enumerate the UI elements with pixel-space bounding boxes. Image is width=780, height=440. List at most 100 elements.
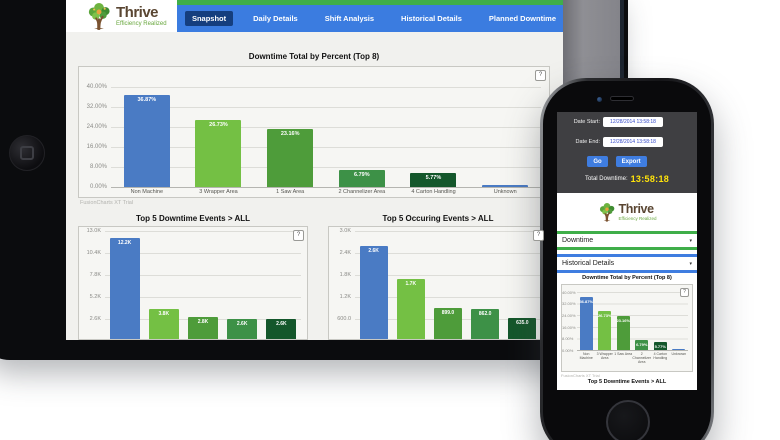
bar-4-carton-handling: 5.77% bbox=[653, 341, 667, 350]
bar-value-label: 2.6K bbox=[236, 321, 248, 327]
phone-home-button[interactable] bbox=[606, 400, 650, 440]
chart-panel-top5-occuring: ? 2.6K 1.7K 899.0 862.0 635.0 3.0K 2.4K 1.8K 1.2… bbox=[328, 226, 548, 340]
tablet-screen: Thrive Efficiency Realized Snapshot Daily… bbox=[66, 0, 563, 340]
x-axis-label: 2 Channelizer Area bbox=[632, 352, 652, 365]
total-downtime-value: 13:58:18 bbox=[630, 174, 670, 184]
tab-snapshot[interactable]: Snapshot bbox=[184, 11, 234, 26]
date-end-row: Date End: 12/28/2014 13:58:18 bbox=[557, 137, 697, 147]
bar-non-machine: 36.87% bbox=[579, 296, 593, 350]
bar-value-label: 36.87% bbox=[137, 96, 157, 103]
fusioncharts-watermark: FusionCharts XT Trial bbox=[80, 200, 134, 206]
bar-value-label: 23.16% bbox=[616, 318, 631, 324]
bar-event-3: 2.8K bbox=[187, 317, 218, 339]
report-type-select-value: Historical Details bbox=[562, 260, 615, 267]
y-axis-tick: 5.2K bbox=[89, 294, 101, 300]
x-axis-label: 3 Wrapper Area bbox=[596, 352, 613, 361]
bar-value-label: 2.6K bbox=[276, 321, 287, 327]
bar-unknown bbox=[672, 348, 686, 350]
chart-help-button[interactable]: ? bbox=[535, 70, 546, 81]
tab-planned-downtime[interactable]: Planned Downtime bbox=[488, 14, 556, 23]
tablet-device: Thrive Efficiency Realized Snapshot Daily… bbox=[0, 0, 628, 360]
bar-1-saw-area: 23.16% bbox=[616, 316, 630, 350]
green-accent-bar bbox=[557, 247, 697, 250]
phone-face: Date Start: 12/28/2014 13:58:18 Date End… bbox=[543, 81, 711, 440]
brand-name: Thrive bbox=[618, 202, 655, 217]
bar-event-4: 2.6K bbox=[227, 319, 258, 339]
tab-daily-details[interactable]: Daily Details bbox=[253, 14, 298, 23]
brand-name: Thrive bbox=[116, 4, 159, 21]
phone-filter-selects: Downtime ▾ Historical Details ▾ bbox=[557, 231, 697, 273]
x-axis-label: Unknown bbox=[493, 189, 517, 195]
bar-value-label: 23.16% bbox=[280, 131, 300, 138]
bar-value-label: 2.8K bbox=[197, 319, 209, 326]
downtime-select[interactable]: Downtime ▾ bbox=[557, 234, 697, 247]
chevron-down-icon: ▾ bbox=[689, 260, 692, 267]
y-axis-tick: 0.00% bbox=[89, 183, 107, 190]
y-axis-tick: 40.00% bbox=[86, 83, 107, 90]
chart-plot-area: 36.87% 26.73% 23.16% 6.79% 5.77% bbox=[577, 292, 688, 351]
chart-title-top5-downtime: Top 5 Downtime Events > ALL bbox=[587, 379, 667, 385]
report-type-select[interactable]: Historical Details ▾ bbox=[557, 257, 697, 270]
y-axis-tick: 13.0K bbox=[86, 228, 101, 234]
phone-screen: Date Start: 12/28/2014 13:58:18 Date End… bbox=[557, 112, 697, 390]
export-button[interactable]: Export bbox=[615, 156, 647, 167]
y-axis-tick: 32.00% bbox=[86, 103, 107, 110]
y-axis-tick: 16.00% bbox=[86, 143, 107, 150]
date-start-label: Date Start: bbox=[573, 119, 600, 125]
chart-help-button[interactable]: ? bbox=[533, 230, 544, 241]
y-axis-tick: 7.8K bbox=[89, 272, 101, 278]
chart-help-button[interactable]: ? bbox=[293, 230, 304, 241]
bar-value-label: 5.77% bbox=[425, 174, 442, 181]
tab-historical-details[interactable]: Historical Details bbox=[401, 14, 462, 23]
chart-help-button[interactable]: ? bbox=[680, 288, 689, 297]
y-axis-tick: 10.4K bbox=[86, 250, 101, 256]
bar-value-label: 635.0 bbox=[516, 319, 529, 326]
phone-query-form: Date Start: 12/28/2014 13:58:18 Date End… bbox=[557, 112, 697, 193]
brand-tagline: Efficiency Realized bbox=[618, 215, 657, 221]
chart-title-top5-downtime: Top 5 Downtime Events > ALL bbox=[135, 214, 250, 223]
bar-1-saw-area: 23.16% bbox=[267, 129, 314, 187]
y-axis-tick: 1.2K bbox=[339, 294, 351, 300]
y-axis-tick: 40.00% bbox=[562, 289, 576, 295]
y-axis-tick: 2.4K bbox=[339, 250, 351, 256]
bar-event-1: 12.2K bbox=[109, 237, 140, 339]
date-start-row: Date Start: 12/28/2014 13:58:18 bbox=[557, 117, 697, 127]
chart-plot-area: 2.6K 1.7K 899.0 862.0 635.0 bbox=[355, 231, 541, 339]
x-axis-labels: Non Machine 3 Wrapper Area 1 Saw Area 2 Cha… bbox=[111, 189, 541, 195]
x-axis-label: 1 Saw Area bbox=[276, 189, 305, 195]
y-axis-tick: 24.00% bbox=[562, 313, 576, 318]
downtime-select-value: Downtime bbox=[562, 237, 594, 244]
y-axis-tick: 8.00% bbox=[562, 336, 574, 342]
chart-title-downtime-percent: Downtime Total by Percent (Top 8) bbox=[248, 52, 380, 61]
total-downtime-row: Total Downtime: 13:58:18 bbox=[557, 174, 697, 184]
bar-value-label: 862.0 bbox=[478, 311, 492, 318]
go-button[interactable]: Go bbox=[587, 156, 608, 167]
bar-event-4: 862.0 bbox=[471, 309, 500, 339]
tab-shift-analysis[interactable]: Shift Analysis bbox=[324, 14, 375, 23]
home-square-icon bbox=[20, 146, 34, 160]
bar-2-channelizer-area: 6.79% bbox=[338, 170, 385, 187]
x-axis-labels: Non Machine 3 Wrapper Area 1 Saw Area 2 Cha… bbox=[577, 352, 688, 364]
bar-value-label: 3.8K bbox=[158, 310, 170, 317]
total-downtime-label: Total Downtime: bbox=[584, 176, 628, 182]
blue-accent-bar bbox=[557, 254, 697, 257]
y-axis-tick: 3.0K bbox=[339, 228, 351, 234]
green-accent-bar bbox=[557, 231, 697, 234]
date-start-input[interactable]: 12/28/2014 13:58:18 bbox=[603, 117, 663, 127]
bar-event-5: 635.0 bbox=[508, 317, 537, 339]
thrive-logo: Thrive Efficiency Realized bbox=[557, 193, 697, 231]
bar-value-label: 5.77% bbox=[654, 343, 666, 349]
front-camera-icon bbox=[597, 97, 602, 102]
chart-panel-downtime-percent: ? 36.87% 26.73% 23.16% 6.79% 5.77% 40.00% 32.0… bbox=[78, 66, 550, 198]
bar-event-5: 2.6K bbox=[266, 319, 297, 339]
date-end-input[interactable]: 12/28/2014 13:58:18 bbox=[603, 137, 663, 147]
brand-text: Thrive Efficiency Realized bbox=[116, 5, 167, 27]
bar-value-label: 1.7K bbox=[405, 280, 417, 287]
tablet-home-button[interactable] bbox=[9, 135, 45, 171]
bar-event-2: 3.8K bbox=[148, 308, 179, 339]
blue-accent-bar bbox=[557, 270, 697, 273]
bar-3-wrapper-area: 26.73% bbox=[598, 311, 612, 350]
x-axis-label: 1 Saw Area bbox=[614, 352, 633, 356]
bar-unknown bbox=[482, 185, 529, 187]
